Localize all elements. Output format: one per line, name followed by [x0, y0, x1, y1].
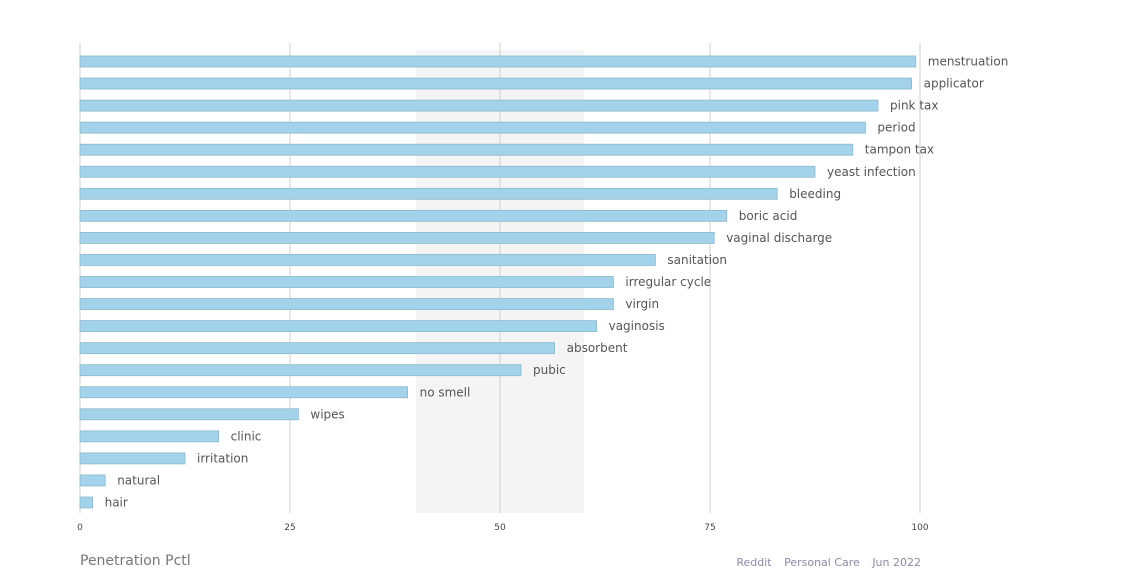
bar: [79, 408, 299, 421]
bar: [79, 187, 778, 200]
bar-label: yeast infection: [827, 165, 916, 179]
bar-label: wipes: [310, 407, 344, 421]
bar-label: irritation: [197, 451, 248, 465]
bar-label: vaginosis: [609, 319, 665, 333]
bar-label: pink tax: [890, 99, 938, 113]
bar: [79, 430, 220, 443]
x-tick-label: 0: [77, 523, 83, 533]
bar: [79, 121, 866, 134]
footer-date: Jun 2022: [872, 556, 921, 569]
bar-label: sanitation: [667, 253, 727, 267]
chart-footer-meta: Reddit Personal Care Jun 2022: [727, 556, 921, 569]
bar-label: clinic: [231, 429, 262, 443]
bar: [79, 452, 186, 465]
bar-label: absorbent: [567, 341, 628, 355]
bar: [79, 99, 879, 112]
bar-label: pubic: [533, 363, 566, 377]
bar: [79, 143, 854, 156]
footer-category: Personal Care: [784, 556, 860, 569]
x-tick-label: 75: [704, 523, 715, 533]
bar-label: bleeding: [789, 187, 841, 201]
x-axis-title: Penetration Pctl: [80, 553, 191, 569]
bar-label: tampon tax: [865, 143, 934, 157]
bar: [79, 364, 522, 377]
bar: [79, 320, 597, 333]
bar-label: vaginal discharge: [726, 231, 832, 245]
x-tick-label: 100: [911, 523, 928, 533]
bar: [79, 165, 816, 178]
bar-label: virgin: [625, 297, 659, 311]
bar: [79, 231, 715, 244]
bar-label: hair: [105, 496, 128, 510]
footer-source: Reddit: [736, 556, 772, 569]
bar-label: applicator: [924, 77, 984, 91]
bar-label: no smell: [420, 385, 471, 399]
bar: [79, 55, 917, 68]
bar: [79, 386, 409, 399]
x-tick-label: 25: [284, 523, 295, 533]
bar-label: menstruation: [928, 55, 1009, 69]
bar-label: period: [877, 121, 915, 135]
bar: [79, 254, 656, 266]
bar: [79, 342, 556, 355]
bar: [79, 209, 728, 222]
bar: [79, 474, 106, 487]
bar-labels: menstruation applicator pink tax period tamp…: [105, 55, 1009, 510]
bar: [79, 298, 614, 310]
bar-label: irregular cycle: [625, 275, 711, 289]
bar-label: boric acid: [739, 209, 798, 223]
x-axis-ticks: 0 25 50 75 100: [77, 523, 929, 533]
x-tick-label: 50: [494, 523, 506, 533]
bar: [79, 276, 614, 288]
bars: [79, 55, 917, 509]
bar-label: natural: [117, 473, 160, 487]
bar: [79, 77, 912, 90]
bar: [79, 496, 93, 509]
